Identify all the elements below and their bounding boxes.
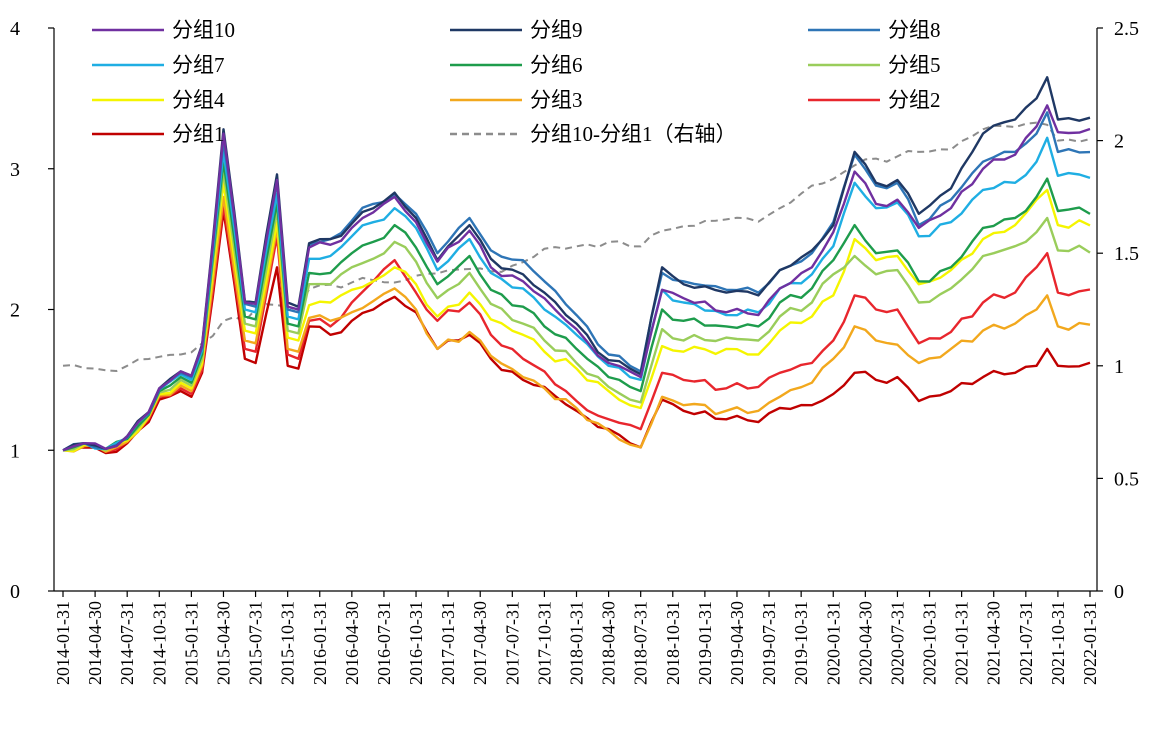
x-tick-label: 2018-10-31 [663, 601, 683, 685]
legend-label-d: 分组10-分组1（右轴） [530, 122, 737, 146]
series-line-d [62, 121, 1091, 372]
x-tick-label: 2015-01-31 [181, 601, 201, 685]
x-tick-label: 2021-01-31 [952, 601, 972, 685]
series-line-g3 [62, 195, 1091, 453]
y-tick-label: 4 [10, 18, 20, 40]
y2-tick-label: 2.5 [1114, 18, 1139, 40]
x-tick-label: 2018-07-31 [631, 601, 651, 685]
y-tick-label: 3 [10, 159, 20, 181]
x-tick-label: 2018-01-31 [567, 601, 587, 685]
y2-tick-label: 2 [1114, 131, 1124, 153]
y2-tick-label: 1 [1114, 356, 1124, 378]
legend-label-g7: 分组7 [172, 53, 225, 77]
x-tick-label: 2014-04-30 [85, 601, 105, 685]
x-tick-label: 2016-07-31 [374, 601, 394, 685]
legend-label-g8: 分组8 [888, 18, 941, 42]
x-tick-label: 2015-10-31 [278, 601, 298, 685]
x-tick-label: 2015-04-30 [213, 601, 233, 685]
axes: 0 1 2 3 4 0 0.5 1 1.5 2 2.5 2014-01-31 2014-04-30 201… [10, 18, 1139, 685]
legend-label-g10: 分组10 [172, 18, 235, 42]
legend-label-g3: 分组3 [530, 88, 583, 112]
x-tick-label: 2021-04-30 [984, 601, 1004, 685]
x-tick-label: 2016-04-30 [342, 601, 362, 685]
x-tick-label: 2017-07-31 [502, 601, 522, 685]
legend-label-g4: 分组4 [172, 88, 225, 112]
series-line-g10 [62, 104, 1091, 452]
x-tick-label: 2019-07-31 [759, 601, 779, 685]
y-tick-label: 2 [10, 300, 20, 322]
x-tick-label: 2016-01-31 [310, 601, 330, 685]
x-tick-label: 2019-04-30 [727, 601, 747, 685]
x-tick-label: 2014-07-31 [117, 601, 137, 685]
y-tick-label: 0 [10, 581, 20, 603]
legend-label-g9: 分组9 [530, 18, 583, 42]
x-tick-label: 2018-04-30 [599, 601, 619, 685]
legend-label-g6: 分组6 [530, 53, 583, 77]
x-tick-label: 2022-01-31 [1080, 601, 1100, 685]
x-tick-label: 2020-07-31 [887, 601, 907, 685]
legend-label-g2: 分组2 [888, 88, 941, 112]
legend-label-g1: 分组1 [172, 122, 225, 146]
legend: 分组10 分组9 分组8 分组7 分组6 分组5 分组4 分组3 分组2 分组1 分组10-分组1（… [92, 18, 941, 146]
x-tick-label: 2020-04-30 [855, 601, 875, 685]
x-tick-label: 2019-01-31 [695, 601, 715, 685]
x-tick-label: 2020-10-31 [920, 601, 940, 685]
x-tick-label: 2017-10-31 [534, 601, 554, 685]
x-tick-label: 2019-10-31 [791, 601, 811, 685]
series-line-g5 [62, 170, 1091, 452]
x-tick-label: 2016-10-31 [406, 601, 426, 685]
x-tick-label: 2020-01-31 [823, 601, 843, 685]
x-tick-label: 2021-10-31 [1048, 601, 1068, 685]
series-line-g6 [62, 160, 1091, 452]
x-tick-label: 2014-10-31 [149, 601, 169, 685]
y2-tick-label: 0.5 [1114, 468, 1139, 490]
x-tick-label: 2017-04-30 [470, 601, 490, 685]
x-tick-label: 2015-07-31 [246, 601, 266, 685]
y2-tick-label: 0 [1114, 581, 1124, 603]
y2-tick-label: 1.5 [1114, 243, 1139, 265]
plot-lines [62, 76, 1091, 455]
series-line-g4 [62, 181, 1091, 453]
y-tick-label: 1 [10, 440, 20, 462]
x-tick-label: 2017-01-31 [438, 601, 458, 685]
x-tick-label: 2014-01-31 [53, 601, 73, 685]
x-tick-label: 2021-07-31 [1016, 601, 1036, 685]
legend-label-g5: 分组5 [888, 53, 941, 77]
